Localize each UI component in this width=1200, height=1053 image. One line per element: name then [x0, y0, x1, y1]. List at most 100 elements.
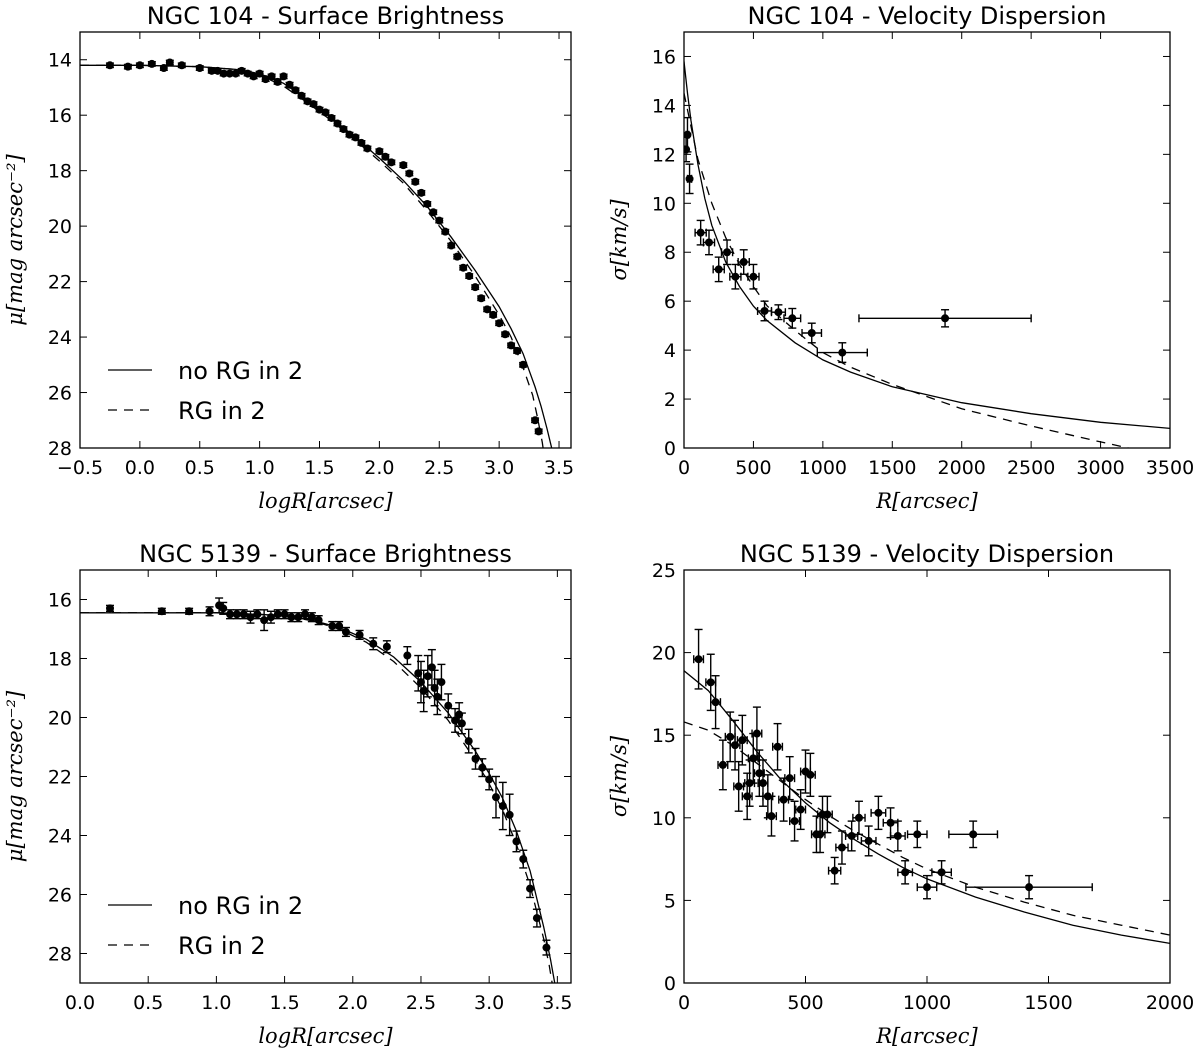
data-point [830, 866, 839, 875]
y-tick-label: 15 [652, 725, 676, 747]
data-point [507, 341, 516, 350]
x-tick-label: 2500 [1007, 457, 1055, 479]
x-axis-label: R[arcsec] [875, 1024, 978, 1048]
y-tick-label: 12 [652, 144, 676, 166]
x-tick-label: 2.5 [424, 457, 454, 479]
data-point [414, 669, 423, 678]
data-point [714, 265, 723, 274]
data-point [280, 610, 289, 619]
x-tick-label: 3.5 [542, 992, 572, 1014]
data-point [375, 147, 384, 156]
y-tick-label: 24 [48, 826, 72, 848]
y-tick-label: 0 [664, 973, 676, 995]
y-tick-label: 16 [48, 105, 72, 127]
data-point [219, 604, 228, 613]
data-point [837, 843, 846, 852]
x-tick-label: 2000 [1146, 992, 1194, 1014]
data-point [847, 831, 856, 840]
data-points [105, 58, 543, 436]
data-point [471, 283, 480, 292]
data-point [696, 228, 705, 237]
y-tick-label: 28 [48, 438, 72, 460]
y-axis-label: σ[km/s] [607, 199, 631, 281]
y-tick-label: 20 [48, 708, 72, 730]
model-line-rg [80, 64, 544, 448]
data-point [806, 770, 815, 779]
data-point [706, 678, 715, 687]
data-point [774, 308, 783, 317]
data-point [854, 813, 863, 822]
y-tick-label: 0 [664, 438, 676, 460]
data-point [279, 72, 288, 81]
data-point [752, 729, 761, 738]
x-tick-label: 1000 [799, 457, 847, 479]
data-point [387, 158, 396, 167]
data-point [447, 241, 456, 250]
data-point [823, 810, 832, 819]
data-point [495, 319, 504, 328]
data-point [260, 616, 269, 625]
data-point [874, 808, 883, 817]
data-point [437, 678, 446, 687]
x-tick-label: 3.5 [544, 457, 574, 479]
y-tick-label: 14 [48, 50, 72, 72]
data-point [451, 716, 460, 725]
data-point [441, 227, 450, 236]
chart-title: NGC 5139 - Surface Brightness [139, 540, 512, 568]
data-point [773, 742, 782, 751]
data-point [704, 238, 713, 247]
chart-title: NGC 104 - Surface Brightness [147, 2, 505, 30]
data-point [901, 868, 910, 877]
data-point [226, 610, 235, 619]
x-tick-label: 500 [787, 992, 823, 1014]
data-point [886, 818, 895, 827]
data-point [788, 314, 797, 323]
data-point [734, 782, 743, 791]
data-point [790, 817, 799, 826]
x-tick-label: 1000 [903, 992, 951, 1014]
y-tick-label: 18 [48, 649, 72, 671]
y-tick-label: 2 [664, 389, 676, 411]
x-tick-label: 3000 [1076, 457, 1124, 479]
data-point [711, 698, 720, 707]
x-tick-label: 0.0 [65, 992, 95, 1014]
data-point [512, 837, 521, 846]
x-tick-label: 3.0 [484, 457, 514, 479]
x-tick-label: 0.5 [133, 992, 163, 1014]
x-tick-label: 0.5 [185, 457, 215, 479]
y-tick-label: 8 [664, 242, 676, 264]
y-tick-label: 16 [652, 46, 676, 68]
data-point [423, 672, 432, 681]
data-point [807, 328, 816, 337]
y-tick-label: 22 [48, 767, 72, 789]
data-point [273, 610, 282, 619]
y-tick-label: 14 [652, 95, 676, 117]
x-axis-label: R[arcsec] [875, 489, 978, 513]
x-tick-label: 0 [678, 992, 690, 1014]
model-line-no-rg [80, 612, 556, 983]
y-axis-label: μ[mag arcsec⁻²] [3, 690, 27, 862]
x-tick-label: 1.0 [201, 992, 231, 1014]
x-tick-label: 1.0 [245, 457, 275, 479]
x-tick-label: 2.0 [364, 457, 394, 479]
data-point [205, 607, 214, 616]
data-point [491, 793, 500, 802]
chart-title: NGC 5139 - Velocity Dispersion [740, 540, 1114, 568]
model-line-rg [80, 612, 553, 983]
x-tick-label: 500 [735, 457, 771, 479]
legend-label-no-rg: no RG in 2 [178, 357, 303, 385]
data-point [444, 701, 453, 710]
data-point [177, 61, 186, 70]
data-point [430, 684, 439, 692]
data-point [838, 348, 847, 357]
model-line-no-rg [80, 64, 553, 448]
data-point [489, 310, 498, 319]
data-point [684, 130, 692, 139]
data-point [723, 248, 732, 257]
data-point [760, 306, 769, 315]
data-point [796, 805, 805, 814]
data-point [785, 774, 794, 783]
data-point [106, 604, 115, 613]
x-tick-label: 1500 [1024, 992, 1072, 1014]
